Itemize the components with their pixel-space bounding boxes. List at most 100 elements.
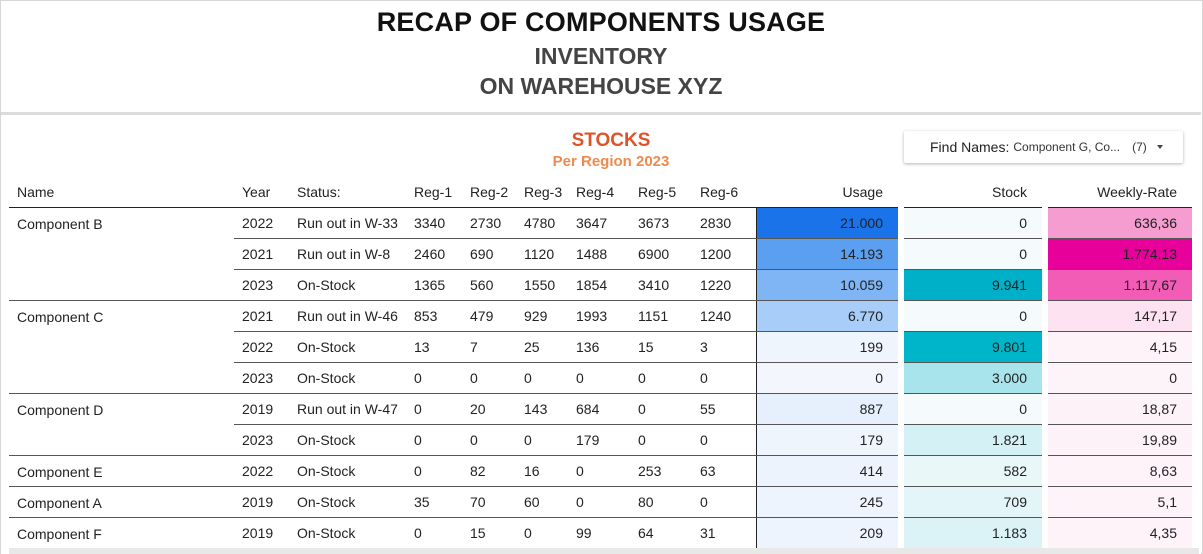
col-header-year[interactable]: Year — [234, 178, 289, 208]
table-row[interactable]: 2021 Run out in W-8 2460 690 1120 1488 6900 120… — [9, 238, 1192, 270]
col-header-status[interactable]: Status: — [289, 178, 406, 208]
cell-usage: 887 — [755, 393, 898, 425]
cell-stock: 9.941 — [904, 269, 1042, 301]
cell-weekly-rate: 1.117,67 — [1048, 269, 1192, 301]
cell-status: On-Stock — [289, 331, 406, 363]
col-header-reg-6[interactable]: Reg-6 — [692, 178, 756, 208]
column-gap — [1042, 331, 1048, 362]
table-header-row: Name Year Status: Reg-1 Reg-2 Reg-3 Reg-… — [9, 178, 1192, 208]
filter-count: (7) — [1132, 140, 1147, 154]
cell-weekly-rate: 147,17 — [1048, 300, 1192, 332]
stocks-panel: STOCKS Per Region 2023 Find Names: Compo… — [1, 118, 1201, 554]
table-row[interactable]: 2023 On-Stock 1365 560 1550 1854 3410 1220 10.05… — [9, 269, 1192, 301]
table-row[interactable]: Component E 2022 On-Stock 0 82 16 0 253 63 414 582… — [9, 455, 1192, 487]
table-row[interactable]: 2023 On-Stock 0 0 0 0 0 0 0 3.000 0 — [9, 362, 1192, 394]
cell-reg-5: 0 — [630, 424, 692, 456]
table-row[interactable]: 2023 On-Stock 0 0 0 179 0 0 179 1.821 19,89 — [9, 424, 1192, 456]
cell-reg-2: 7 — [462, 331, 516, 363]
col-header-usage[interactable]: Usage — [756, 178, 898, 208]
col-header-stock[interactable]: Stock — [904, 178, 1042, 208]
cell-stock: 3.000 — [904, 362, 1042, 394]
cell-stock: 0 — [904, 238, 1042, 270]
cell-reg-6: 63 — [692, 455, 756, 487]
cell-year: 2023 — [234, 424, 289, 456]
cell-stock: 9.801 — [904, 331, 1042, 363]
column-gap — [898, 362, 904, 393]
cell-status: On-Stock — [289, 362, 406, 394]
cell-reg-4: 1854 — [568, 269, 630, 301]
cell-reg-1: 0 — [406, 424, 462, 456]
column-gap — [898, 517, 904, 548]
col-header-reg-2[interactable]: Reg-2 — [462, 178, 516, 208]
cell-reg-5: 3673 — [630, 207, 692, 239]
cell-usage: 14.193 — [755, 238, 898, 270]
caret-down-icon — [1156, 145, 1163, 149]
cell-reg-1: 35 — [406, 486, 462, 518]
col-header-reg-3[interactable]: Reg-3 — [516, 178, 568, 208]
cell-reg-5: 64 — [630, 517, 692, 549]
cell-reg-1: 0 — [406, 393, 462, 425]
cell-name: Component A — [9, 486, 234, 518]
cell-reg-6: 3 — [692, 331, 756, 363]
cell-usage: 0 — [755, 362, 898, 394]
cell-reg-3: 929 — [516, 300, 568, 332]
cell-reg-2: 20 — [462, 393, 516, 425]
cell-name: Component F — [9, 517, 234, 549]
table-row[interactable]: Component F 2019 On-Stock 0 15 0 99 64 31 209 1.18… — [9, 517, 1192, 549]
cell-stock: 0 — [904, 207, 1042, 239]
cell-reg-1: 2460 — [406, 238, 462, 270]
cell-reg-3: 0 — [516, 424, 568, 456]
table-row[interactable]: Component B 2022 Run out in W-33 3340 2730 47… — [9, 207, 1192, 239]
col-header-name[interactable]: Name — [9, 178, 234, 208]
col-header-weekly-rate[interactable]: Weekly-Rate — [1048, 178, 1192, 208]
table-row[interactable]: Component A 2019 On-Stock 35 70 60 0 80 0 245 709 5… — [9, 486, 1192, 518]
cell-name — [9, 362, 234, 394]
cell-stock: 1.821 — [904, 424, 1042, 456]
cell-reg-3: 25 — [516, 331, 568, 363]
cell-name — [9, 424, 234, 456]
cell-name: Component C — [17, 308, 104, 325]
table-row[interactable]: Component D 2019 Run out in W-47 0 20 143 684 0… — [9, 393, 1192, 425]
cell-reg-2: 82 — [462, 455, 516, 487]
cell-reg-6: 0 — [692, 424, 756, 456]
cell-reg-6: 1200 — [692, 238, 756, 270]
cell-reg-5: 15 — [630, 331, 692, 363]
cell-status: On-Stock — [289, 424, 406, 456]
cell-reg-2: 479 — [462, 300, 516, 332]
cell-name — [9, 331, 234, 362]
cell-status: On-Stock — [289, 455, 406, 487]
column-gap — [1042, 269, 1048, 300]
col-header-reg-4[interactable]: Reg-4 — [568, 178, 630, 208]
cell-weekly-rate: 4,15 — [1048, 331, 1192, 363]
cell-reg-6: 31 — [692, 517, 756, 549]
cell-stock: 1.183 — [904, 517, 1042, 549]
col-header-reg-5[interactable]: Reg-5 — [630, 178, 692, 208]
cell-weekly-rate: 0 — [1048, 362, 1192, 394]
cell-usage: 209 — [755, 517, 898, 549]
column-gap — [898, 178, 904, 207]
cell-stock: 709 — [904, 486, 1042, 518]
cell-year: 2019 — [234, 393, 289, 425]
column-gap — [898, 300, 904, 331]
cell-reg-3: 4780 — [516, 207, 568, 239]
report-title: RECAP OF COMPONENTS USAGE — [376, 7, 826, 37]
column-gap — [898, 455, 904, 486]
col-header-reg-1[interactable]: Reg-1 — [406, 178, 462, 208]
cell-year: 2019 — [234, 486, 289, 518]
cell-year: 2023 — [234, 362, 289, 394]
find-names-filter[interactable]: Find Names: Component G, Co... (7) — [904, 131, 1183, 163]
column-gap — [898, 331, 904, 362]
stocks-title: STOCKS — [571, 130, 651, 151]
table-row[interactable]: Component C 2021 Run out in W-46 853 479 929 1… — [9, 300, 1192, 332]
report-subtitle-warehouse: ON WAREHOUSE XYZ — [479, 73, 723, 99]
column-gap — [898, 424, 904, 455]
cell-reg-5: 253 — [630, 455, 692, 487]
cell-usage: 414 — [755, 455, 898, 487]
cell-reg-1: 3340 — [406, 207, 462, 239]
report-subtitle-inventory: INVENTORY — [534, 43, 668, 69]
table-row[interactable]: 2022 On-Stock 13 7 25 136 15 3 199 9.801 4,15 — [9, 331, 1192, 363]
cell-reg-4: 0 — [568, 455, 630, 487]
cell-reg-3: 1550 — [516, 269, 568, 301]
cell-stock: 582 — [904, 455, 1042, 487]
column-gap — [898, 238, 904, 269]
